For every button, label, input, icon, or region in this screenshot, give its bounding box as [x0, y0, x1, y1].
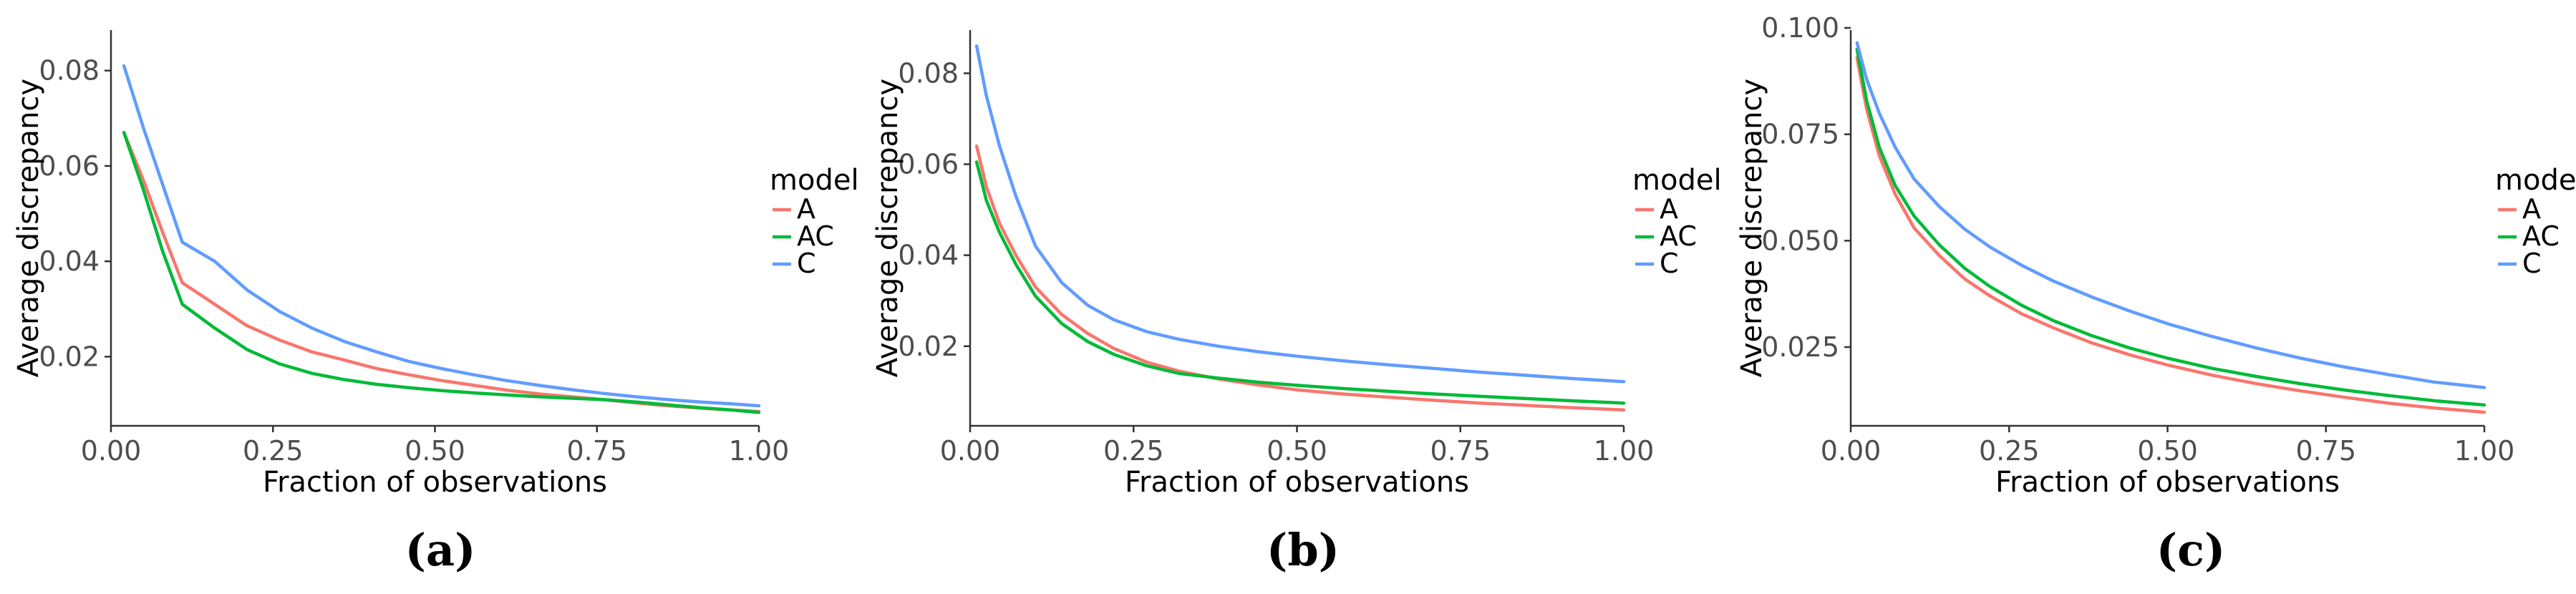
series-line-ac	[122, 130, 761, 414]
y-tick-label: 0.075	[1761, 119, 1839, 150]
x-tick-label: 0.75	[2295, 435, 2356, 467]
x-tick-label: 0.75	[1430, 435, 1491, 467]
chart-panel-2: 0.00 0.25 0.50 0.75 1.00 0.02 0.04 0.06 0.08 Frac…	[871, 30, 1722, 576]
chart-panel-1: 0.00 0.25 0.50 0.75 1.00 0.02 0.04 0.06 0.08 Frac…	[12, 30, 859, 576]
y-tick-label: 0.02	[898, 331, 959, 362]
legend-label-c: C	[1660, 248, 1679, 279]
chart-panel-3: 0.00 0.25 0.50 0.75 1.00 0.025 0.050 0.075 0.100…	[1735, 12, 2576, 576]
series-line-c	[122, 64, 761, 408]
x-tick-label: 0.75	[566, 435, 627, 467]
y-axis-label: Average discrepancy	[12, 79, 45, 377]
legend-label-a: A	[797, 193, 815, 225]
panel-caption: (b)	[1267, 524, 1340, 576]
x-axis-label: Fraction of observations	[263, 466, 607, 499]
y-tick-label: 0.06	[898, 149, 959, 180]
x-tick-label: 0.50	[405, 435, 465, 467]
legend-label-a: A	[2522, 193, 2541, 225]
legend-label-ac: AC	[2522, 220, 2560, 252]
legend-title: model	[2495, 164, 2576, 197]
legend-title: model	[770, 164, 859, 197]
legend-label-c: C	[797, 248, 816, 279]
y-tick-label: 0.06	[39, 150, 100, 182]
panel-caption: (c)	[2156, 524, 2225, 576]
x-tick-label: 1.00	[2454, 435, 2515, 467]
y-tick-label: 0.02	[39, 341, 100, 372]
x-tick-label: 1.00	[1594, 435, 1655, 467]
x-tick-label: 0.25	[1979, 435, 2040, 467]
x-axis-label: Fraction of observations	[1125, 466, 1469, 499]
series-line-c	[974, 44, 1626, 384]
legend-label-ac: AC	[1660, 220, 1697, 252]
y-tick-label: 0.04	[898, 240, 959, 271]
y-tick-label: 0.050	[1761, 225, 1839, 256]
legend-label-c: C	[2522, 248, 2542, 279]
y-axis-label: Average discrepancy	[871, 79, 904, 377]
x-tick-label: 0.50	[2137, 435, 2198, 467]
series-line-ac	[1855, 47, 2487, 407]
y-tick-label: 0.100	[1761, 12, 1839, 44]
x-axis-label: Fraction of observations	[1995, 466, 2340, 499]
y-tick-label: 0.08	[898, 57, 959, 89]
legend-label-a: A	[1660, 193, 1678, 225]
y-axis-label: Average discrepancy	[1735, 79, 1768, 377]
legend-label-ac: AC	[797, 220, 834, 252]
panel-caption: (a)	[405, 524, 476, 576]
series-line-c	[1855, 41, 2487, 389]
x-tick-label: 0.00	[940, 435, 1001, 467]
y-tick-label: 0.025	[1761, 331, 1839, 363]
y-tick-label: 0.08	[39, 55, 100, 87]
x-tick-label: 0.00	[1821, 435, 1882, 467]
series-line-a	[1855, 56, 2487, 414]
series-line-a	[974, 144, 1626, 412]
series-line-ac	[974, 160, 1626, 405]
x-tick-label: 1.00	[729, 435, 790, 467]
x-tick-label: 0.00	[81, 435, 142, 467]
x-tick-label: 0.25	[1103, 435, 1164, 467]
y-tick-label: 0.04	[39, 245, 100, 277]
x-tick-label: 0.50	[1267, 435, 1327, 467]
x-tick-label: 0.25	[243, 435, 304, 467]
legend-title: model	[1632, 164, 1722, 197]
